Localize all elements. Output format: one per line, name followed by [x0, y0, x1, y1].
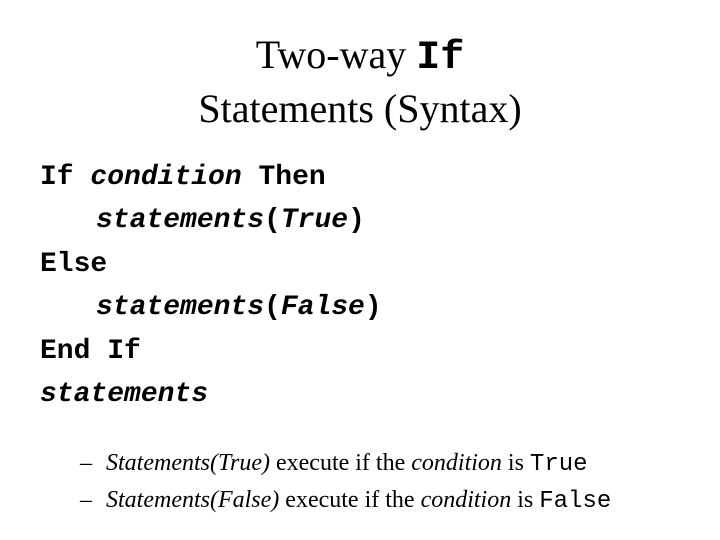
syntax-code: If condition Then statements(True) Else …: [40, 156, 680, 416]
code-false: False: [281, 292, 365, 323]
note-2-text: Statements(False) execute if the conditi…: [106, 483, 611, 520]
note-2-value: False: [539, 488, 611, 515]
note-2-mid1: execute if the: [279, 487, 420, 513]
code-paren-open-2: (: [264, 292, 281, 323]
title-line2: Statements (Syntax): [198, 86, 521, 131]
code-paren-open-1: (: [264, 205, 281, 236]
slide: Two-way If Statements (Syntax) If condit…: [0, 0, 720, 540]
note-1-mid2: is: [502, 450, 530, 476]
note-1-mid1: execute if the: [270, 450, 411, 476]
code-line-5: End If: [40, 330, 680, 373]
code-line-2: statements(True): [40, 199, 680, 242]
notes: – Statements(True) execute if the condit…: [40, 446, 680, 520]
code-stmts-true: statements: [96, 205, 264, 236]
code-paren-close-2: ): [365, 292, 382, 323]
note-1-subject: Statements(True): [106, 450, 270, 476]
note-1-condition: condition: [411, 450, 502, 476]
code-kw-if: If: [40, 162, 90, 193]
note-1: – Statements(True) execute if the condit…: [80, 446, 680, 483]
bullet-dash-1: –: [80, 446, 106, 481]
code-line-3: Else: [40, 243, 680, 286]
note-2-condition: condition: [421, 487, 512, 513]
bullet-dash-2: –: [80, 483, 106, 518]
code-kw-then: Then: [242, 162, 326, 193]
code-stmts-false: statements: [96, 292, 264, 323]
code-paren-close-1: ): [348, 205, 365, 236]
note-2-subject: Statements(False): [106, 487, 279, 513]
note-1-value: True: [530, 451, 588, 478]
code-line-4: statements(False): [40, 286, 680, 329]
code-true: True: [281, 205, 348, 236]
slide-title: Two-way If Statements (Syntax): [110, 30, 610, 134]
code-line-6: statements: [40, 373, 680, 416]
code-line-1: If condition Then: [40, 156, 680, 199]
title-keyword: If: [416, 36, 464, 81]
note-2-mid2: is: [511, 487, 539, 513]
title-prefix: Two-way: [256, 32, 417, 77]
note-2: – Statements(False) execute if the condi…: [80, 483, 680, 520]
code-condition: condition: [90, 162, 241, 193]
note-1-text: Statements(True) execute if the conditio…: [106, 446, 588, 483]
